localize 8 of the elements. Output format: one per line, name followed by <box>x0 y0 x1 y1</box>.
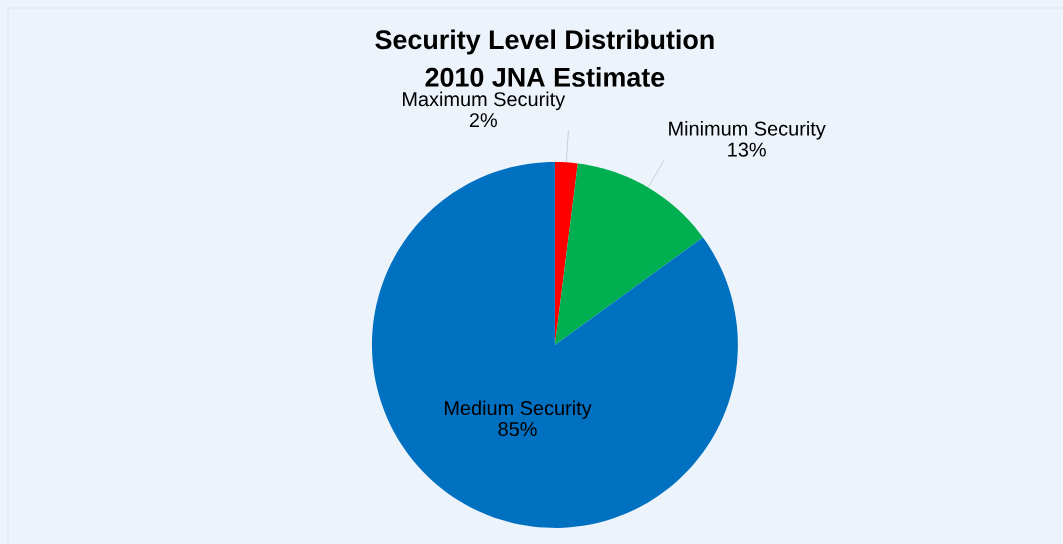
slice-label: Medium Security <box>444 400 592 419</box>
data-label: 2% <box>469 113 497 128</box>
chart-title: Security Level Distribution <box>375 29 714 55</box>
chart-subtitle: 2010 JNA Estimate <box>425 67 665 87</box>
data-label: 13% <box>728 142 766 157</box>
slice-label: Maximum Security <box>403 91 566 111</box>
data-label: 85% <box>498 421 537 437</box>
slice-label: Minimum Security <box>669 121 826 140</box>
